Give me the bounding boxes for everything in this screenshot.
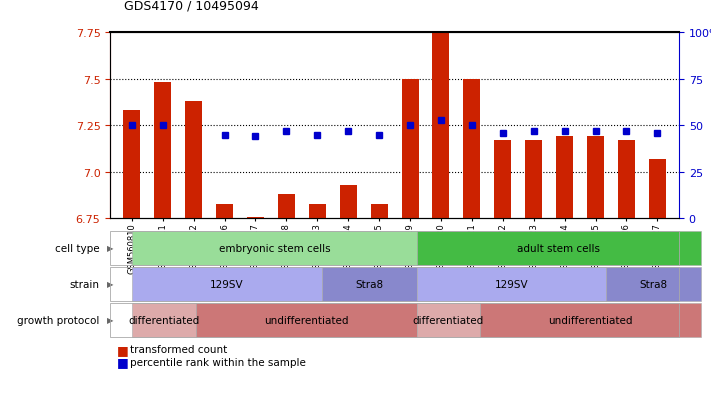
Bar [216,204,233,219]
Bar [587,137,604,219]
Bar [649,159,666,219]
Bar [525,141,542,219]
Bar [278,195,295,219]
Text: ▶: ▶ [107,280,113,289]
Bar [402,79,419,219]
Text: embryonic stem cells: embryonic stem cells [219,243,331,253]
Text: 129SV: 129SV [210,279,244,289]
Text: percentile rank within the sample: percentile rank within the sample [130,357,306,367]
Bar [494,141,511,219]
Bar [309,204,326,219]
Bar [247,217,264,219]
Text: GDS4170 / 10495094: GDS4170 / 10495094 [124,0,260,12]
Text: 129SV: 129SV [495,279,528,289]
Bar [154,83,171,219]
Text: differentiated: differentiated [128,315,200,325]
Text: undifferentiated: undifferentiated [548,315,633,325]
Text: ■: ■ [117,343,129,356]
Text: transformed count: transformed count [130,344,228,354]
Bar [370,204,387,219]
Bar [123,111,140,219]
Text: undifferentiated: undifferentiated [264,315,348,325]
Bar [464,79,481,219]
Bar [432,33,449,219]
Text: ▶: ▶ [107,316,113,325]
Bar [340,185,357,219]
Text: adult stem cells: adult stem cells [518,243,600,253]
Bar [556,137,573,219]
Text: Stra8: Stra8 [640,279,668,289]
Bar [185,102,202,219]
Text: cell type: cell type [55,243,100,253]
Text: ▶: ▶ [107,244,113,253]
Text: differentiated: differentiated [412,315,484,325]
Text: growth protocol: growth protocol [17,315,100,325]
Bar [618,141,635,219]
Text: ■: ■ [117,355,129,368]
Text: strain: strain [70,279,100,289]
Text: Stra8: Stra8 [356,279,383,289]
